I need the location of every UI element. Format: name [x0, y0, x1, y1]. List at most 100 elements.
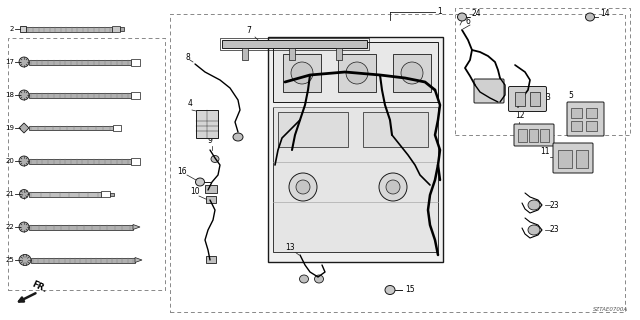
- Ellipse shape: [19, 57, 29, 67]
- Bar: [283, 54, 321, 92]
- Text: 20: 20: [5, 158, 14, 164]
- Bar: [220, 38, 369, 50]
- Text: FR.: FR.: [30, 279, 48, 294]
- Bar: [29, 92, 131, 98]
- FancyBboxPatch shape: [514, 124, 554, 146]
- Bar: [205, 185, 217, 193]
- Text: 1: 1: [437, 7, 442, 17]
- Text: 3: 3: [545, 92, 550, 101]
- Text: 12: 12: [515, 111, 525, 120]
- Bar: [31, 258, 135, 262]
- Polygon shape: [133, 225, 140, 229]
- Bar: [206, 256, 216, 263]
- Bar: [363, 112, 428, 147]
- Text: 16: 16: [177, 167, 187, 177]
- Text: 15: 15: [405, 285, 415, 294]
- Bar: [273, 107, 438, 252]
- Ellipse shape: [195, 178, 205, 186]
- Bar: [113, 125, 121, 131]
- Text: 21: 21: [5, 191, 14, 197]
- Bar: [530, 92, 540, 106]
- Ellipse shape: [300, 275, 308, 283]
- Bar: [455, 8, 630, 135]
- Ellipse shape: [233, 133, 243, 141]
- Bar: [196, 110, 218, 138]
- Text: 6: 6: [465, 18, 470, 27]
- Ellipse shape: [586, 13, 595, 21]
- Polygon shape: [135, 258, 142, 262]
- Bar: [20, 26, 26, 32]
- Ellipse shape: [19, 222, 29, 232]
- Ellipse shape: [528, 200, 540, 210]
- FancyBboxPatch shape: [474, 79, 504, 103]
- Bar: [571, 121, 582, 131]
- FancyBboxPatch shape: [553, 143, 593, 173]
- Ellipse shape: [291, 62, 313, 84]
- Bar: [558, 150, 572, 168]
- Ellipse shape: [379, 173, 407, 201]
- Bar: [518, 129, 527, 142]
- Text: 9: 9: [207, 136, 212, 145]
- Bar: [586, 121, 597, 131]
- Bar: [571, 108, 582, 118]
- Ellipse shape: [528, 225, 540, 235]
- Ellipse shape: [385, 285, 395, 294]
- FancyBboxPatch shape: [509, 86, 547, 111]
- Ellipse shape: [386, 180, 400, 194]
- Text: 2: 2: [10, 26, 14, 32]
- Bar: [131, 92, 140, 99]
- Ellipse shape: [458, 13, 467, 21]
- Bar: [131, 59, 140, 66]
- Text: 14: 14: [600, 10, 610, 19]
- Text: 25: 25: [5, 257, 14, 263]
- Bar: [206, 196, 216, 203]
- Text: 23: 23: [550, 226, 559, 235]
- Bar: [393, 54, 431, 92]
- Bar: [242, 48, 248, 60]
- Bar: [112, 26, 120, 32]
- Polygon shape: [19, 123, 29, 133]
- Bar: [515, 92, 525, 106]
- Text: 11: 11: [541, 148, 550, 156]
- Text: 7: 7: [246, 26, 252, 35]
- Bar: [268, 37, 443, 262]
- Text: 22: 22: [5, 224, 14, 230]
- Text: 23: 23: [550, 201, 559, 210]
- Text: 13: 13: [285, 244, 295, 252]
- Ellipse shape: [19, 189, 29, 198]
- Text: 17: 17: [5, 59, 14, 65]
- Bar: [529, 129, 538, 142]
- Bar: [29, 60, 131, 65]
- Ellipse shape: [401, 62, 423, 84]
- Bar: [26, 27, 112, 31]
- Ellipse shape: [19, 254, 31, 266]
- Ellipse shape: [346, 62, 368, 84]
- Bar: [131, 157, 140, 164]
- Bar: [338, 54, 376, 92]
- Bar: [29, 126, 113, 130]
- Ellipse shape: [19, 156, 29, 166]
- Bar: [586, 108, 597, 118]
- Text: SZTAE0700A: SZTAE0700A: [593, 307, 628, 312]
- FancyBboxPatch shape: [567, 102, 604, 136]
- Text: 18: 18: [5, 92, 14, 98]
- Bar: [289, 48, 295, 60]
- Bar: [101, 191, 110, 197]
- Bar: [273, 42, 438, 102]
- Bar: [8, 38, 165, 290]
- Text: 19: 19: [5, 125, 14, 131]
- Bar: [120, 27, 124, 31]
- Ellipse shape: [19, 90, 29, 100]
- Bar: [336, 48, 342, 60]
- Bar: [576, 150, 588, 168]
- Bar: [540, 129, 549, 142]
- Text: 24: 24: [472, 10, 482, 19]
- Bar: [29, 191, 101, 196]
- Text: 4: 4: [187, 99, 192, 108]
- Ellipse shape: [211, 156, 219, 163]
- Bar: [278, 112, 348, 147]
- Bar: [29, 158, 131, 164]
- Text: 10: 10: [190, 188, 200, 196]
- Text: 8: 8: [185, 53, 190, 62]
- Text: 5: 5: [568, 91, 573, 100]
